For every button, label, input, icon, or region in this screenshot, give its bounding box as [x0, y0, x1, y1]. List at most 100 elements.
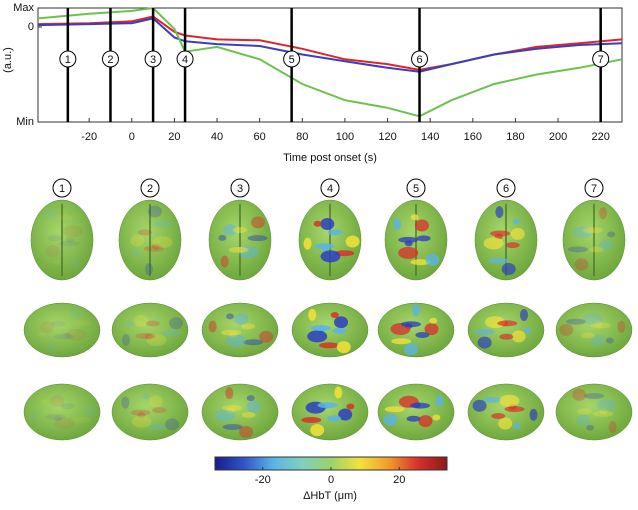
activation-blob	[218, 234, 227, 241]
brain-surface	[23, 383, 101, 441]
y-tick-label: 0	[28, 21, 34, 33]
marker-badge	[144, 50, 162, 68]
activation-blob	[148, 395, 163, 408]
activation-blob	[59, 240, 80, 247]
brain-view	[298, 199, 362, 281]
y-axis-label: (a.u.)	[2, 47, 14, 73]
activation-blob	[593, 410, 614, 417]
activation-blob	[398, 236, 419, 243]
activation-blob	[474, 328, 495, 335]
marker-label: 6	[416, 54, 422, 66]
activation-blob	[327, 415, 342, 422]
panel-badge	[52, 178, 72, 198]
activation-blob	[617, 320, 626, 333]
brain-view	[555, 383, 633, 441]
brain-surface	[555, 383, 633, 441]
activation-blob	[310, 424, 325, 437]
x-axis-label: Time post onset (s)	[283, 152, 377, 164]
series-line	[37, 17, 623, 73]
activation-blob	[152, 236, 173, 249]
series-line	[37, 6, 623, 118]
marker-badge	[283, 50, 301, 68]
colorbar-tick-label: -20	[255, 474, 271, 486]
activation-blob	[215, 409, 236, 422]
brain-view	[474, 199, 538, 281]
activation-blob	[152, 407, 167, 414]
activation-blob	[576, 414, 591, 427]
brain-view	[377, 383, 455, 441]
activation-blob	[54, 415, 63, 422]
activation-blob	[491, 412, 506, 419]
activation-blob	[598, 207, 607, 220]
activation-blob	[71, 257, 80, 270]
brain-view	[377, 302, 455, 358]
activation-blob	[415, 331, 430, 338]
activation-blob	[50, 395, 65, 408]
panel-badge	[406, 178, 426, 198]
x-tick-label: 160	[464, 131, 482, 143]
activation-blob	[495, 206, 504, 219]
activation-blob	[334, 386, 343, 399]
activation-blob	[504, 406, 525, 413]
x-tick-label: 80	[296, 131, 308, 143]
activation-blob	[400, 321, 421, 328]
activation-blob	[418, 415, 433, 428]
marker-badge	[101, 50, 119, 68]
panel-label: 6	[503, 183, 509, 195]
brain-view	[111, 383, 189, 441]
activation-blob	[220, 255, 229, 268]
activation-blob	[523, 327, 532, 334]
activation-blob	[590, 334, 605, 347]
activation-blob	[146, 334, 167, 347]
brain-view	[201, 302, 279, 358]
activation-blob	[63, 332, 72, 339]
activation-blob	[152, 220, 173, 227]
marker-label: 5	[289, 54, 295, 66]
activation-blob	[151, 243, 160, 250]
activation-blob	[307, 330, 328, 343]
activation-blob	[48, 342, 57, 355]
activation-blob	[135, 332, 156, 339]
brain-view	[555, 302, 633, 358]
activation-blob	[45, 245, 60, 258]
x-tick-label: 120	[378, 131, 396, 143]
activation-blob	[596, 399, 617, 412]
x-tick-label: 20	[168, 131, 180, 143]
panel-label: 3	[237, 183, 243, 195]
activation-blob	[412, 304, 421, 317]
activation-blob	[594, 321, 603, 328]
brain-view	[30, 199, 94, 281]
activation-blob	[65, 237, 74, 243]
activation-blob	[145, 320, 160, 327]
activation-blob	[581, 332, 596, 339]
activation-blob	[44, 208, 59, 221]
activation-blob	[251, 216, 266, 229]
activation-blob	[320, 217, 335, 230]
activation-blob	[222, 404, 243, 411]
activation-blob	[498, 417, 513, 430]
activation-blob	[53, 259, 62, 266]
activation-blob	[130, 409, 151, 416]
activation-blob	[499, 394, 520, 407]
brain-view	[23, 302, 101, 358]
activation-blob	[82, 404, 97, 417]
activation-blob	[435, 395, 444, 408]
plot-frame	[37, 7, 623, 123]
panel-label: 7	[591, 183, 597, 195]
activation-blob	[425, 253, 440, 266]
brain-view	[201, 383, 279, 441]
activation-blob	[208, 320, 217, 333]
activation-blob	[228, 246, 249, 253]
activation-blob	[169, 317, 184, 330]
activation-blob	[483, 237, 504, 250]
activation-blob	[529, 408, 538, 421]
activation-blob	[30, 410, 39, 423]
brain-surface	[291, 383, 369, 441]
brain-view	[291, 302, 369, 358]
activation-blob	[505, 242, 520, 249]
activation-blob	[472, 399, 487, 412]
panel-badge	[584, 178, 604, 198]
activation-blob	[247, 235, 268, 242]
activation-blob	[222, 223, 237, 236]
activation-blob	[511, 330, 526, 343]
